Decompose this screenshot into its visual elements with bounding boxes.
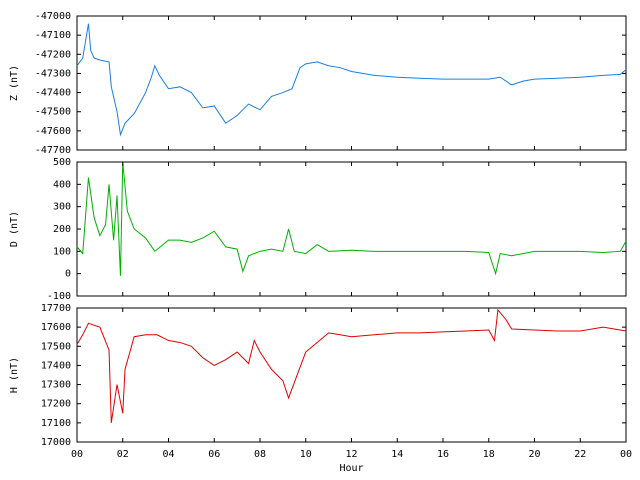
- x-tick-label: 02: [117, 449, 129, 460]
- y-tick-label: -47600: [35, 126, 71, 137]
- x-axis-label: Hour: [339, 463, 363, 474]
- y-axis-label: D (nT): [9, 211, 20, 247]
- y-tick-label: -47300: [35, 68, 71, 79]
- y-tick-label: -100: [47, 291, 71, 302]
- x-tick-label: 00: [620, 449, 632, 460]
- y-tick-label: 17300: [41, 380, 71, 391]
- data-line: [76, 23, 627, 137]
- y-tick-label: -47500: [35, 107, 71, 118]
- x-tick-label: 22: [574, 449, 586, 460]
- x-tick-label: 14: [391, 449, 403, 460]
- y-tick-label: 400: [53, 179, 71, 190]
- data-line: [76, 308, 627, 423]
- y-tick-label: -47700: [35, 145, 71, 156]
- y-tick-label: -47100: [35, 30, 71, 41]
- plot-frame: [76, 307, 627, 443]
- y-tick-label: 17500: [41, 341, 71, 352]
- y-tick-label: 17100: [41, 418, 71, 429]
- y-tick-label: -47400: [35, 88, 71, 99]
- x-tick-label: 06: [208, 449, 220, 460]
- y-tick-label: -47000: [35, 11, 71, 22]
- x-tick-label: 04: [162, 449, 174, 460]
- y-tick-label: 500: [53, 157, 71, 168]
- y-tick-label: 200: [53, 224, 71, 235]
- x-tick-label: 10: [300, 449, 312, 460]
- y-tick-label: 17700: [41, 303, 71, 314]
- y-axis-label: Z (nT): [9, 65, 20, 101]
- x-tick-label: 16: [437, 449, 449, 460]
- y-tick-label: 17200: [41, 399, 71, 410]
- x-tick-label: 18: [483, 449, 495, 460]
- plot-frame: [76, 15, 627, 151]
- x-tick-label: 00: [71, 449, 83, 460]
- y-tick-label: 100: [53, 246, 71, 257]
- data-line: [76, 161, 627, 276]
- y-tick-label: 0: [65, 269, 71, 280]
- y-tick-label: 17400: [41, 360, 71, 371]
- y-tick-label: 17600: [41, 322, 71, 333]
- y-tick-label: -47200: [35, 49, 71, 60]
- x-tick-label: 12: [345, 449, 357, 460]
- y-axis-label: H (nT): [9, 357, 20, 393]
- x-tick-label: 20: [528, 449, 540, 460]
- y-tick-label: 17000: [41, 437, 71, 448]
- x-tick-label: 08: [254, 449, 266, 460]
- y-tick-label: 300: [53, 202, 71, 213]
- plot-frame: [76, 161, 627, 297]
